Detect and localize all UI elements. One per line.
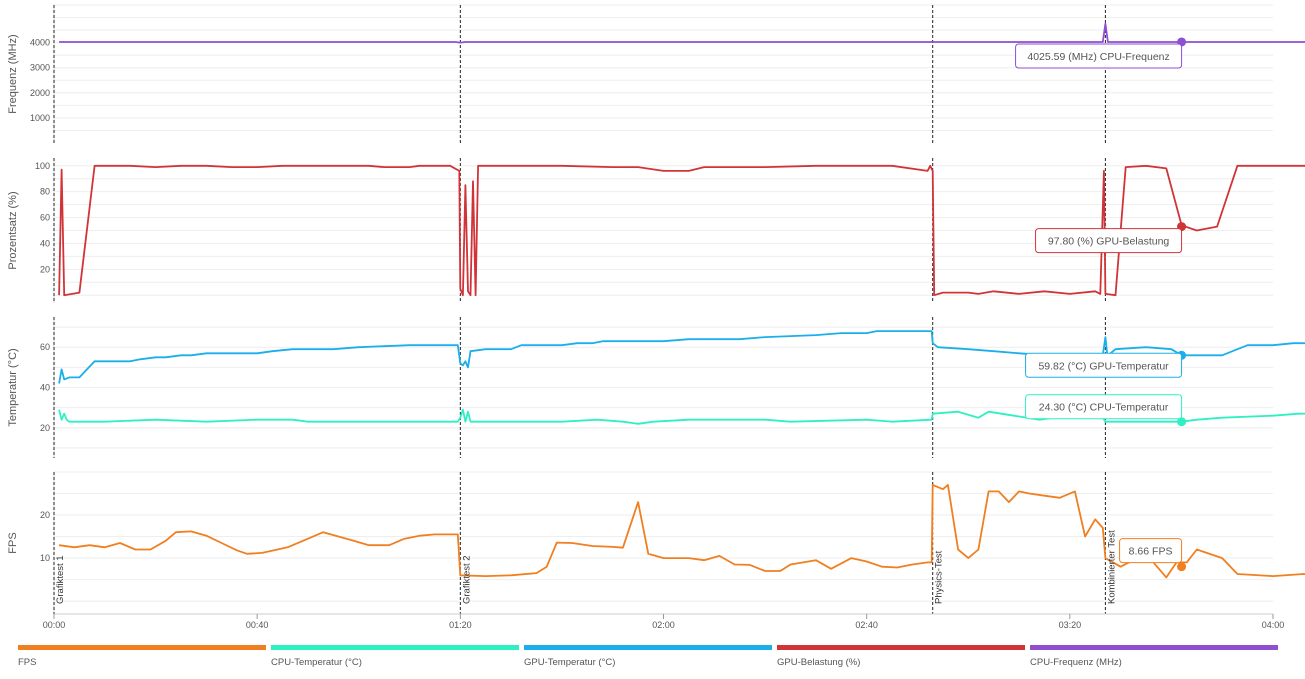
- legend-item-gpu-temperature[interactable]: GPU-Temperatur (°C): [524, 645, 772, 668]
- tooltip-box: [1035, 228, 1183, 254]
- panel-1-y-tick-label: 80: [40, 187, 50, 197]
- legend-swatch-fps: [18, 645, 266, 650]
- x-tick-label: 02:00: [652, 620, 675, 630]
- legend-label-gpu-load: GPU-Belastung (%): [777, 657, 861, 668]
- panel-2-y-axis-title: Temperatur (°C): [7, 348, 19, 426]
- x-tick-label: 00:00: [43, 620, 66, 630]
- marker-label-0: Grafiktest 1: [55, 555, 66, 604]
- x-tick-label: 00:40: [246, 620, 269, 630]
- marker-label-2: Physics-Test: [934, 550, 945, 604]
- legend-label-cpu-temperature: CPU-Temperatur (°C): [271, 657, 362, 668]
- legend-item-gpu-load[interactable]: GPU-Belastung (%): [777, 645, 1025, 668]
- series-line-gpu-belastung-: [58, 164, 1305, 297]
- legend-swatch-gpu-temperature: [524, 645, 772, 650]
- panel-1-y-axis-title: Prozentsatz (%): [7, 191, 19, 269]
- panel-2-y-tick-label: 60: [40, 342, 50, 352]
- series-line-fps: [58, 484, 1305, 579]
- panel-0-y-tick-label: 3000: [30, 63, 50, 73]
- tooltip-box: [1119, 538, 1183, 564]
- marker-label-1: Grafiktest 2: [461, 555, 472, 604]
- tooltip-text: 8.66 FPS: [1129, 546, 1173, 558]
- legend-label-gpu-temperature: GPU-Temperatur (°C): [524, 657, 616, 668]
- legend-swatch-cpu-frequency: [1030, 645, 1278, 650]
- tooltip-box: [1025, 394, 1183, 420]
- series-line-cpu-temperatur-c-: [58, 408, 1305, 425]
- legend-item-cpu-temperature[interactable]: CPU-Temperatur (°C): [271, 645, 519, 668]
- legend-item-fps[interactable]: FPS: [18, 645, 266, 668]
- hover-point[interactable]: [1177, 417, 1187, 427]
- legend-label-cpu-frequency: CPU-Frequenz (MHz): [1030, 657, 1122, 668]
- panel-2-y-tick-label: 20: [40, 423, 50, 433]
- legend: FPS CPU-Temperatur (°C) GPU-Temperatur (…: [0, 645, 1305, 675]
- x-tick-label: 01:20: [449, 620, 472, 630]
- x-tick-label: 02:40: [855, 620, 878, 630]
- panel-1-y-tick-label: 100: [35, 161, 50, 171]
- panel-3-y-tick-label: 10: [40, 553, 50, 563]
- panel-0-y-tick-label: 4000: [30, 38, 50, 48]
- hover-point[interactable]: [1177, 562, 1187, 572]
- panel-3-y-tick-label: 20: [40, 510, 50, 520]
- legend-label-fps: FPS: [18, 657, 37, 668]
- panel-1-y-tick-label: 60: [40, 213, 50, 223]
- tooltip-text: 97.80 (%) GPU-Belastung: [1048, 236, 1170, 248]
- legend-swatch-gpu-load: [777, 645, 1025, 650]
- panel-0-y-tick-label: 1000: [30, 113, 50, 123]
- panel-0-y-tick-label: 2000: [30, 88, 50, 98]
- tooltip-text: 4025.59 (MHz) CPU-Frequenz: [1027, 51, 1169, 63]
- marker-label-3: Kombinierter Test: [1106, 530, 1117, 604]
- series-line-cpu-frequenz-mhz-: [59, 22, 1305, 44]
- legend-swatch-cpu-temperature: [271, 645, 519, 650]
- panel-1-y-tick-label: 20: [40, 264, 50, 274]
- benchmark-chart: 1000 2000 3000 4000 Frequenz (MHz) 4025.59 (M…: [7, 4, 1305, 630]
- panel-2-y-tick-label: 40: [40, 383, 50, 393]
- tooltip-text: 24.30 (°C) CPU-Temperatur: [1039, 402, 1169, 414]
- tooltip-text: 59.82 (°C) GPU-Temperatur: [1038, 360, 1169, 372]
- tooltip-box: [1025, 352, 1183, 378]
- panel-3-y-axis-title: FPS: [7, 532, 19, 553]
- tooltip-box: [1015, 43, 1183, 69]
- x-tick-label: 04:00: [1262, 620, 1285, 630]
- series-line-gpu-temperatur-c-: [58, 330, 1305, 384]
- legend-item-cpu-frequency[interactable]: CPU-Frequenz (MHz): [1030, 645, 1278, 668]
- x-tick-label: 03:20: [1059, 620, 1082, 630]
- panel-0-y-axis-title: Frequenz (MHz): [7, 34, 19, 113]
- panel-1-y-tick-label: 40: [40, 238, 50, 248]
